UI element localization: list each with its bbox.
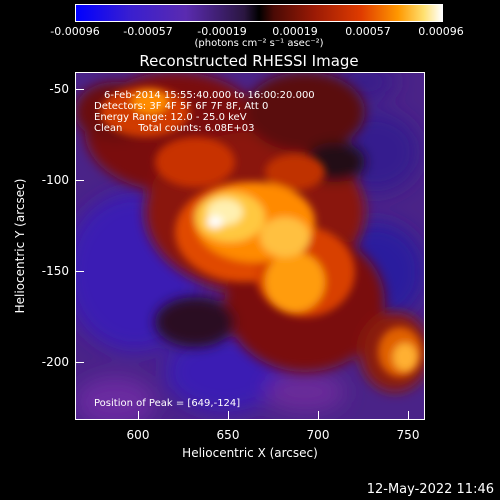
y-tick-mark (76, 271, 84, 272)
x-axis-title: Heliocentric X (arcsec) (182, 446, 318, 460)
image-title: Reconstructed RHESSI Image (139, 52, 359, 70)
x-tick-mark (318, 411, 319, 419)
detectors: Detectors: 3F 4F 5F 6F 7F 8F, Att 0 (94, 101, 269, 112)
colorbar (75, 4, 443, 22)
plot-timestamp: 12-May-2022 11:46 (366, 482, 494, 497)
time-range: 6-Feb-2014 15:55:40.000 to 16:00:20.000 (104, 90, 315, 101)
colorbar-tick-label: 0.00019 (272, 25, 318, 38)
x-tick-label: 650 (216, 428, 240, 442)
peak-position: Position of Peak = [649,-124] (94, 398, 241, 409)
x-tick-mark (138, 411, 139, 419)
x-tick-mark (228, 411, 229, 419)
colorbar-tick-label: -0.00096 (50, 25, 100, 38)
y-tick-label: -150 (41, 264, 69, 278)
colorbar-units: (photons cm⁻² s⁻¹ asec⁻²) (194, 38, 324, 49)
clean-counts: Clean Total counts: 6.08E+03 (94, 123, 255, 134)
x-tick-label: 700 (306, 428, 330, 442)
colorbar-tick-label: -0.00057 (123, 25, 173, 38)
energy-range: Energy Range: 12.0 - 25.0 keV (94, 112, 247, 123)
x-tick-mark (408, 411, 409, 419)
y-tick-label: -100 (41, 173, 69, 187)
y-tick-label: -200 (41, 355, 69, 369)
y-tick-label: -50 (49, 82, 69, 96)
rhessi-image (75, 72, 425, 420)
y-tick-mark (76, 362, 84, 363)
x-tick-label: 600 (126, 428, 150, 442)
y-axis-title: Heliocentric Y (arcsec) (13, 178, 27, 314)
rhessi-image-map (75, 72, 425, 420)
colorbar-tick-label: 0.00057 (345, 25, 391, 38)
colorbar-tick-label: -0.00019 (197, 25, 247, 38)
colorbar-tick-label: 0.00096 (418, 25, 464, 38)
y-tick-mark (76, 89, 84, 90)
y-tick-mark (76, 180, 84, 181)
x-tick-label: 750 (396, 428, 420, 442)
